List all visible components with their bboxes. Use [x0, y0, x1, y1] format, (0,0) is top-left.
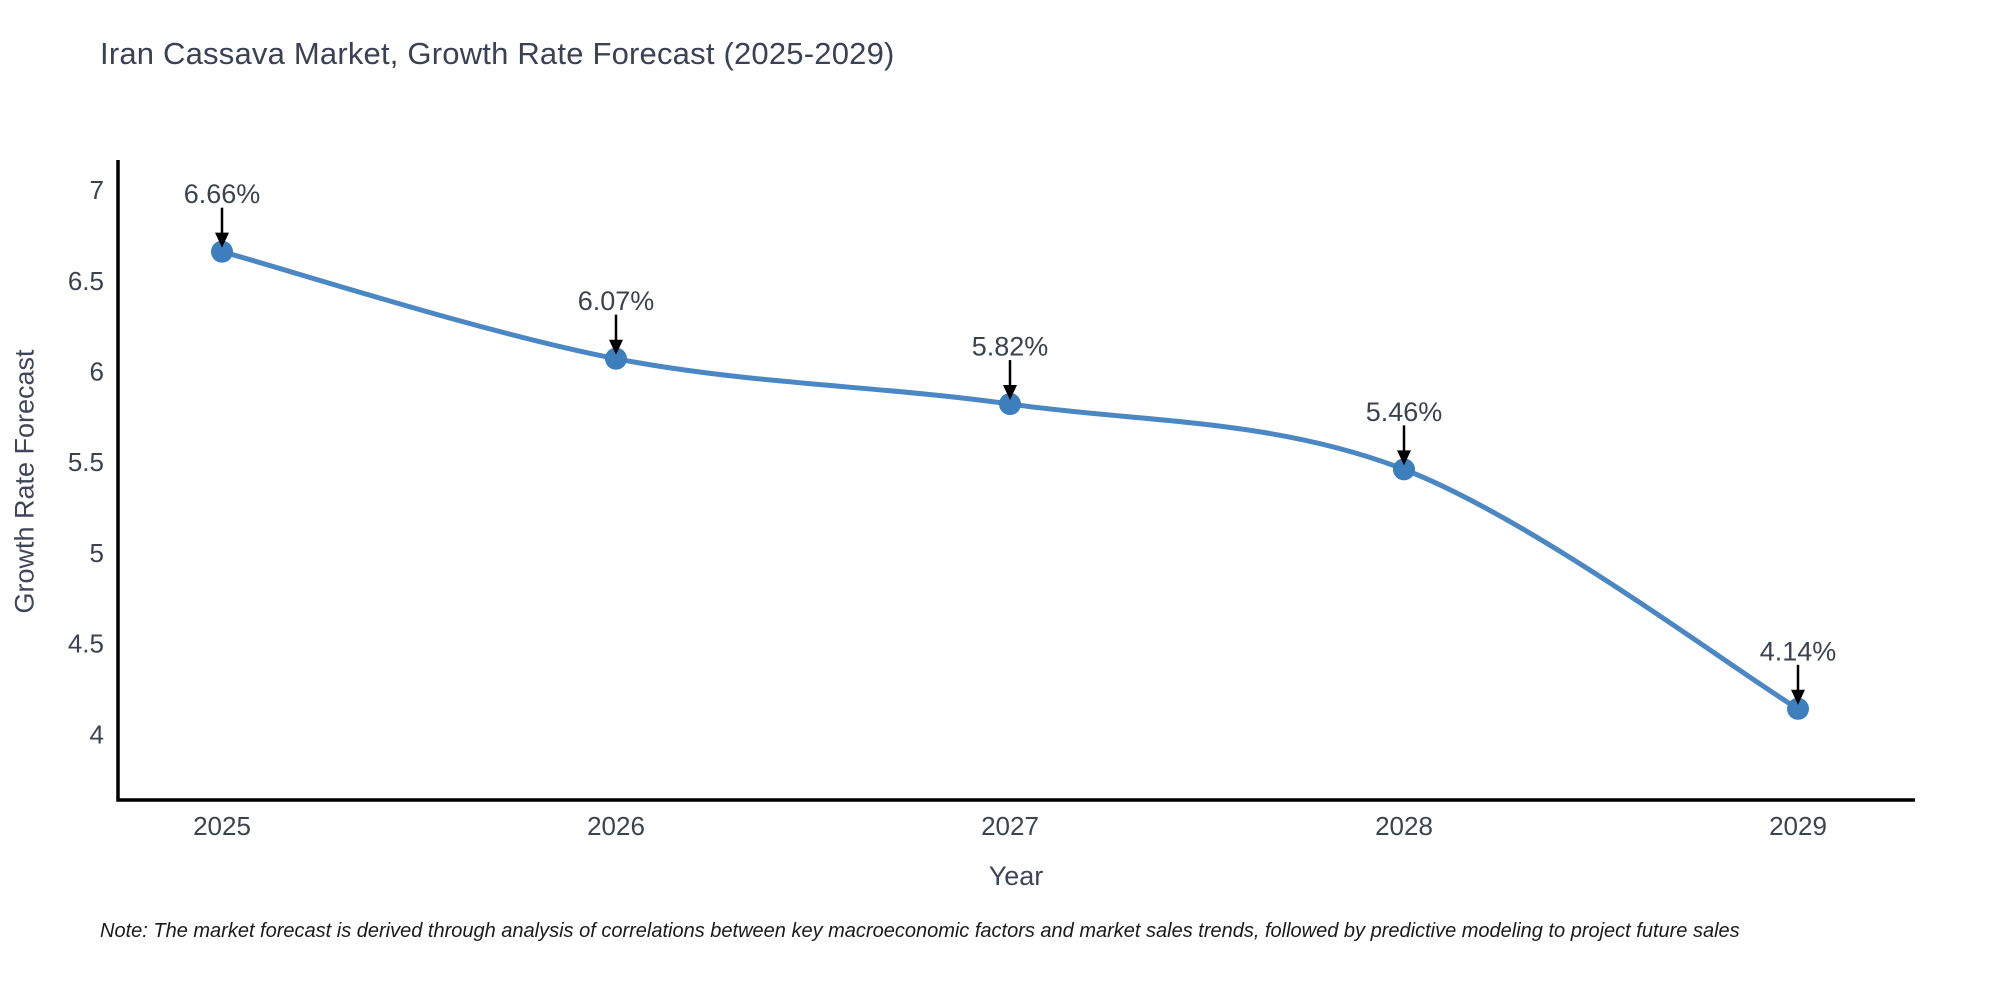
y-tick-label: 6.5 [68, 266, 104, 296]
annotation-arrow-head [1003, 385, 1017, 401]
x-tick-label: 2029 [1769, 811, 1827, 841]
x-tick-label: 2028 [1375, 811, 1433, 841]
point-value-annotation: 5.46% [1366, 397, 1443, 427]
forecast-series-line [219, 249, 1801, 712]
y-tick-label: 7 [90, 175, 104, 205]
y-tick-label: 4.5 [68, 629, 104, 659]
y-tick-label: 6 [90, 357, 104, 387]
point-value-annotation: 4.14% [1760, 636, 1837, 666]
point-value-annotation: 6.66% [184, 179, 261, 209]
x-axis-label: Year [988, 861, 1044, 891]
x-tick-label: 2027 [981, 811, 1039, 841]
y-tick-label: 4 [90, 719, 104, 749]
data-point-marker [605, 347, 627, 370]
annotation-arrow-head [1791, 689, 1805, 705]
y-tick-label: 5.5 [68, 447, 104, 477]
point-value-annotation: 5.82% [972, 332, 1049, 362]
y-tick-label: 5 [90, 538, 104, 568]
x-tick-label: 2025 [193, 811, 251, 841]
data-point-marker [1393, 458, 1415, 481]
data-point-marker [211, 240, 233, 263]
footnote-text: Note: The market forecast is derived thr… [100, 920, 1740, 942]
chart-title: Iran Cassava Market, Growth Rate Forecas… [100, 36, 895, 71]
annotation-arrow-head [609, 339, 623, 355]
point-value-annotation: 6.07% [578, 286, 655, 316]
annotation-arrow-head [1397, 450, 1411, 466]
x-tick-label: 2026 [587, 811, 645, 841]
axis-lines [116, 160, 1915, 802]
annotation-arrow-head [215, 232, 229, 248]
data-point-marker [999, 393, 1021, 416]
data-point-marker [1787, 697, 1809, 720]
